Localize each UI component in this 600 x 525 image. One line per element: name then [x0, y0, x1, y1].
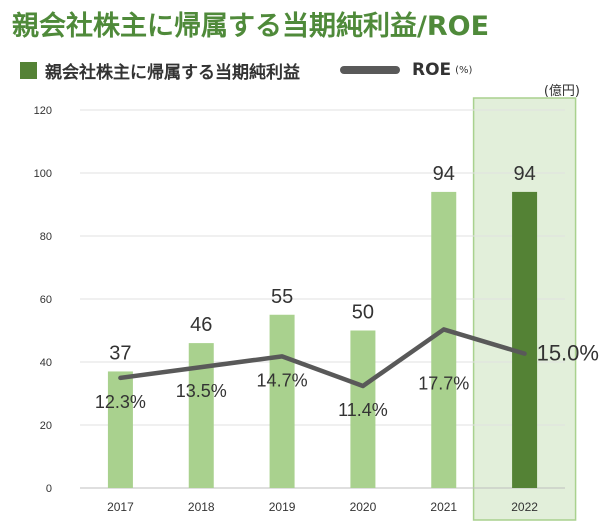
- bar-value-label: 37: [109, 342, 131, 364]
- legend-line-label: ROE: [412, 60, 452, 80]
- x-tick-label: 2018: [188, 500, 215, 514]
- bar-value-label: 55: [271, 286, 293, 308]
- roe-value-label: 11.4%: [338, 400, 388, 420]
- bar: [269, 314, 295, 488]
- roe-value-label: 17.7%: [418, 373, 469, 393]
- roe-line: [118, 327, 527, 389]
- legend-line-swatch: [340, 66, 400, 74]
- x-tick-label: 2020: [350, 500, 377, 514]
- bar-value-label: 46: [190, 314, 212, 336]
- y-tick-label: 40: [40, 357, 52, 369]
- unit-label: (億円): [543, 84, 580, 99]
- roe-value-label: 13.5%: [176, 381, 227, 401]
- legend: 親会社株主に帰属する当期純利益 ROE (%): [20, 58, 473, 83]
- bar-value-label: 94: [433, 163, 455, 185]
- legend-bar-swatch: [20, 61, 37, 79]
- legend-line-unit: (%): [455, 64, 473, 76]
- y-tick-label: 60: [40, 294, 52, 306]
- bar: [512, 191, 538, 488]
- bar: [431, 191, 457, 488]
- bar-value-label: 94: [513, 163, 535, 185]
- roe-value-label: 12.3%: [95, 392, 146, 412]
- roe-value-label: 14.7%: [257, 370, 308, 390]
- y-tick-label: 100: [34, 168, 52, 180]
- legend-bar-label: 親会社株主に帰属する当期純利益: [45, 62, 300, 83]
- x-tick-label: 2021: [430, 500, 457, 514]
- x-tick-label: 2019: [269, 500, 296, 514]
- roe-value-label: 15.0%: [537, 341, 599, 366]
- x-tick-label: 2022: [511, 500, 538, 514]
- y-tick-label: 80: [40, 231, 52, 243]
- y-tick-label: 0: [46, 483, 52, 495]
- chart-title: 親会社株主に帰属する当期純利益/ROE: [12, 11, 490, 42]
- bar-value-label: 50: [352, 302, 374, 324]
- y-tick-label: 120: [34, 105, 52, 117]
- x-tick-label: 2017: [107, 500, 134, 514]
- bar: [350, 330, 376, 488]
- bar: [107, 371, 133, 488]
- y-tick-label: 20: [40, 420, 52, 432]
